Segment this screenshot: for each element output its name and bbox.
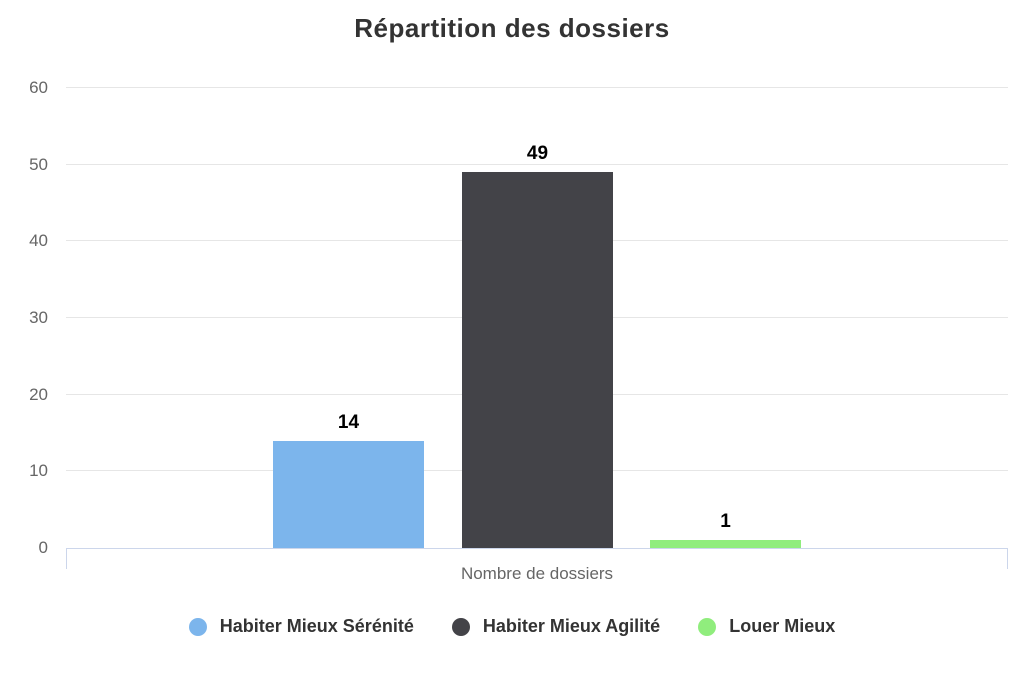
- chart-title: Répartition des dossiers: [354, 13, 670, 43]
- y-axis-tick-label-20: 20: [29, 385, 48, 404]
- legend-marker-circle-icon: [451, 617, 470, 636]
- y-axis-tick-label-10: 10: [29, 461, 48, 480]
- bar-value-label-louer-mieux: 1: [720, 511, 731, 532]
- y-axis-tick-label-30: 30: [29, 308, 48, 327]
- y-axis-tick-label-60: 60: [29, 78, 48, 97]
- gridline-y-60: [66, 87, 1008, 88]
- bar-value-label-habiter-mieux-agilite: 49: [526, 143, 549, 164]
- y-axis-tick-label-0: 0: [38, 538, 48, 557]
- bar-habiter-mieux-serenite[interactable]: [273, 441, 424, 548]
- y-axis-labels: 0 10 20 30 40 50 60: [0, 78, 48, 557]
- bar-habiter-mieux-agilite[interactable]: [462, 172, 613, 548]
- legend-item-louer-mieux[interactable]: Louer Mieux: [698, 616, 835, 637]
- x-axis-line: [66, 548, 1008, 549]
- legend-item-habiter-mieux-agilite[interactable]: Habiter Mieux Agilité: [451, 616, 661, 637]
- legend-item-label: Habiter Mieux Sérénité: [219, 616, 414, 636]
- y-axis-tick-label-50: 50: [29, 155, 48, 174]
- x-axis-title: Nombre de dossiers: [460, 564, 614, 583]
- plot-area: 14 49 1: [66, 87, 1008, 569]
- gridline-y-50: [66, 164, 1008, 165]
- x-axis-tick-left: [66, 548, 67, 569]
- bar-louer-mieux[interactable]: [650, 540, 801, 548]
- legend-marker-circle-icon: [188, 617, 207, 636]
- y-axis-tick-label-40: 40: [29, 231, 48, 250]
- legend: Habiter Mieux Sérénité Habiter Mieux Agil…: [0, 616, 1024, 637]
- legend-item-label: Habiter Mieux Agilité: [482, 616, 661, 636]
- legend-marker-circle-icon: [698, 617, 717, 636]
- x-axis-tick-right: [1007, 548, 1008, 569]
- bar-value-label-habiter-mieux-serenite: 14: [337, 412, 360, 433]
- legend-item-habiter-mieux-serenite[interactable]: Habiter Mieux Sérénité: [188, 616, 414, 637]
- legend-item-label: Louer Mieux: [729, 616, 836, 636]
